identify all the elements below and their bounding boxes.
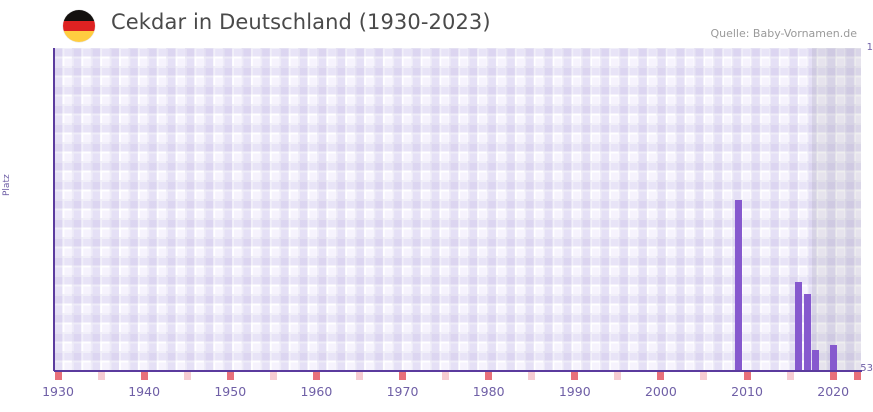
x-tick-mark-1985 <box>528 372 536 380</box>
x-tick-mark-1935 <box>97 372 105 380</box>
bar-2016 <box>795 281 803 371</box>
bar-2009 <box>734 200 742 371</box>
german-flag-icon <box>63 10 95 42</box>
x-tick-mark-1975 <box>442 372 450 380</box>
chart-header: Cekdar in Deutschland (1930-2023) Quelle… <box>0 0 873 48</box>
x-tick-label-2020: 2020 <box>817 384 850 399</box>
x-tick-label-1970: 1970 <box>386 384 419 399</box>
x-tick-label-1980: 1980 <box>472 384 505 399</box>
x-tick-mark-1970 <box>399 372 407 380</box>
page-title: Cekdar in Deutschland (1930-2023) <box>111 10 491 34</box>
x-tick-mark-2020 <box>829 372 837 380</box>
x-tick-label-1930: 1930 <box>42 384 74 399</box>
x-tick-mark-1980 <box>485 372 493 380</box>
flag-band-black <box>63 10 95 21</box>
x-tick-mark-2023 <box>854 372 861 380</box>
x-tick-mark-1960 <box>312 372 320 380</box>
x-tick-label-1990: 1990 <box>558 384 591 399</box>
x-tick-mark-1945 <box>183 372 191 380</box>
flag-band-red <box>63 20 95 32</box>
y-axis-line <box>53 48 55 371</box>
x-tick-mark-1965 <box>355 372 363 380</box>
plot-area <box>54 48 861 371</box>
x-tick-mark-1950 <box>226 372 234 380</box>
x-tick-label-2000: 2000 <box>644 384 677 399</box>
grid-tint <box>54 48 861 371</box>
x-tick-label-1950: 1950 <box>214 384 247 399</box>
x-axis-line <box>54 370 862 372</box>
source-attribution: Quelle: Baby-Vornamen.de <box>710 27 857 40</box>
x-tick-mark-1955 <box>269 372 277 380</box>
x-tick-label-1960: 1960 <box>300 384 333 399</box>
x-tick-label-1940: 1940 <box>128 384 161 399</box>
flag-band-gold <box>63 31 95 42</box>
x-tick-mark-1995 <box>614 372 622 380</box>
y-axis-tick-top: 1 <box>866 42 873 53</box>
bar-2017 <box>803 293 811 371</box>
x-tick-mark-2010 <box>743 372 751 380</box>
x-tick-mark-2015 <box>786 372 794 380</box>
x-tick-mark-1940 <box>140 372 148 380</box>
y-axis-label: Platz <box>2 174 12 196</box>
shaded-region <box>811 48 861 371</box>
x-tick-mark-1930 <box>54 372 62 380</box>
x-tick-mark-2005 <box>700 372 708 380</box>
x-tick-label-2010: 2010 <box>731 384 763 399</box>
bar-2018 <box>812 350 820 371</box>
bar-2020 <box>829 344 837 371</box>
x-tick-mark-2000 <box>657 372 665 380</box>
grid-minor <box>54 48 861 371</box>
x-tick-mark-1990 <box>571 372 579 380</box>
